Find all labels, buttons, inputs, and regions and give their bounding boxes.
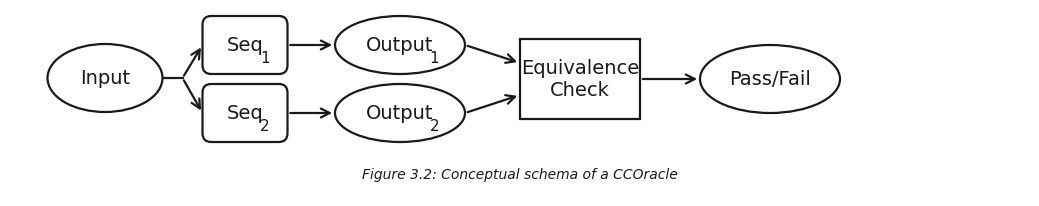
- Text: 2: 2: [430, 119, 439, 134]
- FancyBboxPatch shape: [203, 16, 288, 74]
- Ellipse shape: [48, 44, 162, 112]
- Ellipse shape: [700, 45, 840, 113]
- Text: Seq: Seq: [227, 35, 263, 55]
- Bar: [520, 39, 640, 119]
- FancyBboxPatch shape: [203, 84, 288, 142]
- Text: 1: 1: [260, 51, 269, 66]
- Text: Output: Output: [367, 103, 433, 123]
- Ellipse shape: [335, 16, 465, 74]
- Text: Equivalence
Check: Equivalence Check: [521, 59, 639, 99]
- Text: Seq: Seq: [227, 103, 263, 123]
- Text: Pass/Fail: Pass/Fail: [729, 69, 810, 89]
- Text: 1: 1: [430, 51, 439, 66]
- Text: Figure 3.2: Conceptual schema of a CCOracle: Figure 3.2: Conceptual schema of a CCOra…: [362, 168, 677, 182]
- Text: Input: Input: [80, 69, 130, 88]
- Ellipse shape: [335, 84, 465, 142]
- Text: 2: 2: [260, 119, 269, 134]
- Text: Output: Output: [367, 35, 433, 55]
